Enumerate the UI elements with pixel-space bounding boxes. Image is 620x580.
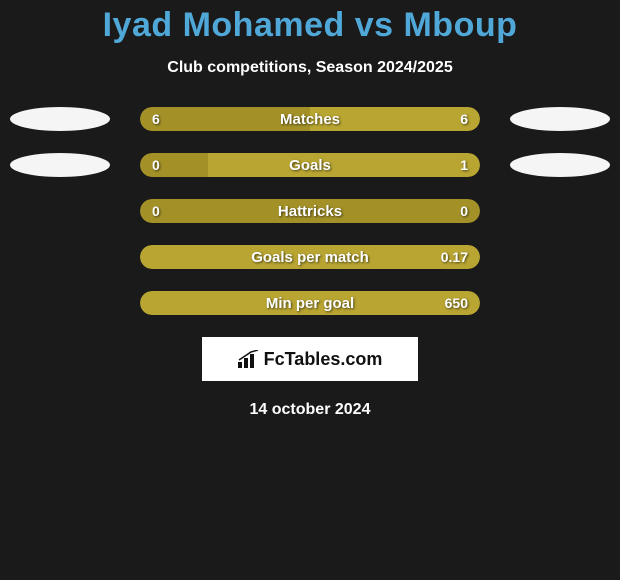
- bar-value-left: 0: [152, 153, 160, 177]
- logo-box: FcTables.com: [202, 337, 418, 381]
- bar-value-right: 6: [460, 107, 468, 131]
- comparison-bar: 01Goals: [140, 153, 480, 177]
- bar-segment-right: [310, 107, 480, 131]
- bar-segment-left: [140, 107, 310, 131]
- right-ellipse: [510, 291, 610, 315]
- left-ellipse: [10, 107, 110, 131]
- bar-value-right: 0.17: [441, 245, 468, 269]
- right-ellipse: [510, 199, 610, 223]
- bar-value-right: 1: [460, 153, 468, 177]
- subtitle: Club competitions, Season 2024/2025: [0, 59, 620, 77]
- right-ellipse: [510, 107, 610, 131]
- page-title: Iyad Mohamed vs Mboup: [0, 6, 620, 45]
- bar-segment-left: [140, 153, 208, 177]
- comparison-row: 66Matches: [0, 107, 620, 131]
- left-ellipse: [10, 291, 110, 315]
- bar-segment-right: [208, 153, 480, 177]
- comparison-infographic: Iyad Mohamed vs Mboup Club competitions,…: [0, 0, 620, 419]
- comparison-bar: 00Hattricks: [140, 199, 480, 223]
- logo: FcTables.com: [238, 349, 383, 370]
- chart-icon: [238, 350, 260, 368]
- comparison-row: 650Min per goal: [0, 291, 620, 315]
- date: 14 october 2024: [0, 401, 620, 419]
- left-ellipse: [10, 245, 110, 269]
- bar-value-right: 0: [460, 199, 468, 223]
- comparison-bar: 66Matches: [140, 107, 480, 131]
- comparison-bar: 0.17Goals per match: [140, 245, 480, 269]
- bar-segment-left: [140, 199, 480, 223]
- logo-text: FcTables.com: [264, 349, 383, 370]
- comparison-rows: 66Matches01Goals00Hattricks0.17Goals per…: [0, 107, 620, 315]
- right-ellipse: [510, 153, 610, 177]
- comparison-bar: 650Min per goal: [140, 291, 480, 315]
- left-ellipse: [10, 199, 110, 223]
- bar-value-left: 6: [152, 107, 160, 131]
- bar-value-right: 650: [445, 291, 468, 315]
- bar-segment-right: [140, 245, 480, 269]
- left-ellipse: [10, 153, 110, 177]
- bar-segment-right: [140, 291, 480, 315]
- comparison-row: 00Hattricks: [0, 199, 620, 223]
- comparison-row: 0.17Goals per match: [0, 245, 620, 269]
- bar-value-left: 0: [152, 199, 160, 223]
- right-ellipse: [510, 245, 610, 269]
- comparison-row: 01Goals: [0, 153, 620, 177]
